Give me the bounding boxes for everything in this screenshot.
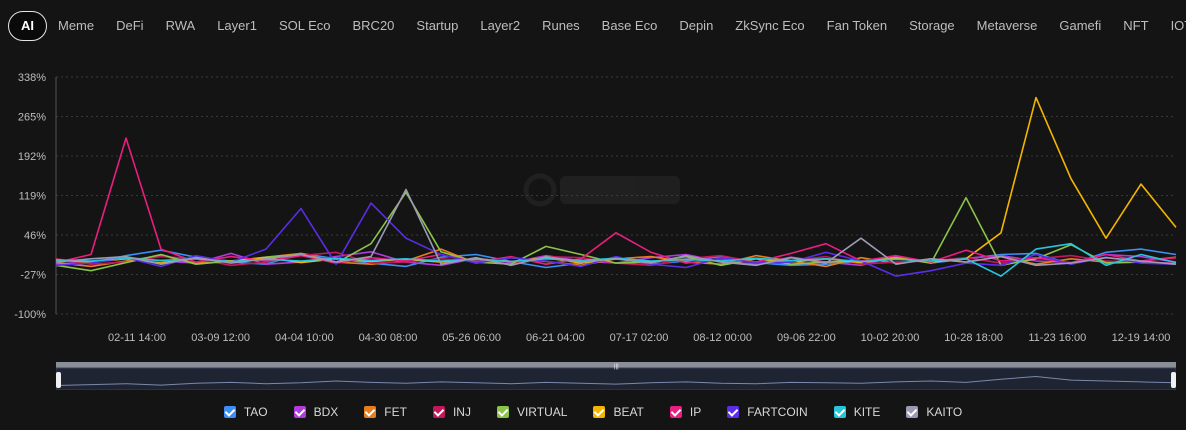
- checkbox-icon[interactable]: [669, 406, 682, 418]
- category-tabs: AI Meme DeFi RWA Layer1 SOL Eco BRC20 Startup La…: [0, 10, 1186, 42]
- tab-zksync-eco[interactable]: ZkSync Eco: [735, 18, 805, 33]
- checkbox-icon[interactable]: [496, 406, 509, 418]
- tab-fan-token[interactable]: Fan Token: [826, 18, 888, 33]
- y-tick-label: 265%: [18, 112, 46, 124]
- slider-handle-right[interactable]: [1171, 372, 1176, 388]
- legend-label: VIRTUAL: [516, 405, 568, 419]
- y-tick-label: 192%: [18, 151, 46, 163]
- watermark-logo: [523, 173, 680, 207]
- legend-item-tao[interactable]: TAO: [223, 405, 268, 419]
- legend-label: KITE: [853, 405, 881, 419]
- legend-item-kaito[interactable]: KAITO: [906, 405, 962, 419]
- y-tick-label: 46%: [24, 230, 46, 242]
- legend-item-kite[interactable]: KITE: [833, 405, 881, 419]
- slider-track: [56, 362, 1176, 368]
- legend-item-virtual[interactable]: VIRTUAL: [496, 405, 568, 419]
- x-tick-label: 03-09 12:00: [191, 332, 250, 344]
- series-lines: [55, 96, 1177, 277]
- y-tick-label: -100%: [14, 309, 46, 321]
- legend-item-inj[interactable]: INJ: [432, 405, 471, 419]
- tab-metaverse[interactable]: Metaverse: [976, 18, 1038, 33]
- x-tick-label: 09-06 22:00: [777, 332, 836, 344]
- legend-label: FET: [384, 405, 407, 419]
- legend-label: BDX: [313, 405, 339, 419]
- legend-item-fet[interactable]: FET: [364, 405, 407, 419]
- x-tick-label: 02-11 14:00: [108, 332, 166, 344]
- x-tick-label: 08-12 00:00: [693, 332, 752, 344]
- x-tick-label: 10-02 20:00: [861, 332, 920, 344]
- x-tick-label: 10-28 18:00: [944, 332, 1003, 344]
- tab-gamefi[interactable]: Gamefi: [1059, 18, 1102, 33]
- slider-window: [56, 367, 1176, 390]
- checkbox-icon[interactable]: [223, 406, 236, 418]
- slider-grip-icon[interactable]: |||: [614, 364, 619, 370]
- tab-ai[interactable]: AI: [8, 11, 47, 41]
- tab-runes[interactable]: Runes: [542, 18, 580, 33]
- tab-sol-eco[interactable]: SOL Eco: [278, 18, 331, 33]
- legend-label: INJ: [452, 405, 471, 419]
- x-tick-label: 05-26 06:00: [442, 332, 501, 344]
- tab-layer1[interactable]: Layer1: [217, 18, 257, 33]
- slider-overview-line: [56, 375, 1176, 386]
- x-tick-label: 04-30 08:00: [359, 332, 418, 344]
- checkbox-icon[interactable]: [593, 406, 606, 418]
- tab-meme[interactable]: Meme: [58, 18, 95, 33]
- x-tick-label: 06-21 04:00: [526, 332, 585, 344]
- legend-item-fartcoin[interactable]: FARTCOIN: [727, 405, 808, 419]
- y-axis: 338% 265% 192% 119% 46% -27% -100%: [14, 72, 57, 321]
- tab-nft[interactable]: NFT: [1123, 18, 1149, 33]
- range-slider[interactable]: |||: [56, 362, 1176, 390]
- tab-storage[interactable]: Storage: [909, 18, 955, 33]
- legend-label: TAO: [243, 405, 268, 419]
- series-line-kaito: [55, 188, 1177, 267]
- line-chart: 338% 265% 192% 119% 46% -27% -100% 02-11 14:00…: [14, 72, 1177, 344]
- grid-lines: [56, 76, 1176, 315]
- x-tick-label: 12-19 14:00: [1112, 332, 1171, 344]
- y-tick-label: -27%: [20, 270, 46, 282]
- legend-item-beat[interactable]: BEAT: [593, 405, 644, 419]
- tab-layer2[interactable]: Layer2: [480, 18, 521, 33]
- checkbox-icon[interactable]: [906, 406, 919, 418]
- y-tick-label: 119%: [19, 191, 47, 203]
- x-tick-label: 07-17 02:00: [610, 332, 669, 344]
- checkbox-icon[interactable]: [364, 406, 377, 418]
- y-tick-label: 338%: [18, 72, 46, 84]
- x-tick-label: 11-23 16:00: [1028, 332, 1086, 344]
- tab-base-eco[interactable]: Base Eco: [601, 18, 658, 33]
- legend-label: BEAT: [613, 405, 644, 419]
- series-line-fartcoin: [55, 202, 1177, 277]
- checkbox-icon[interactable]: [727, 406, 740, 418]
- legend-label: IP: [689, 405, 702, 419]
- tab-brc20[interactable]: BRC20: [352, 18, 395, 33]
- checkbox-icon[interactable]: [432, 406, 445, 418]
- legend-item-ip[interactable]: IP: [669, 405, 702, 419]
- tab-rwa[interactable]: RWA: [165, 18, 196, 33]
- tab-iot[interactable]: IOT: [1170, 18, 1186, 33]
- tab-depin[interactable]: Depin: [679, 18, 714, 33]
- legend-label: FARTCOIN: [747, 405, 808, 419]
- legend-item-bdx[interactable]: BDX: [293, 405, 339, 419]
- chart-legend: TAO BDX FET INJ VIRTUAL BEAT IP FARTCOIN KITE KAI…: [0, 402, 1186, 422]
- x-tick-label: 04-04 10:00: [275, 332, 334, 344]
- x-axis: 02-11 14:00 03-09 12:00 04-04 10:00 04-30 0…: [108, 332, 1170, 344]
- checkbox-icon[interactable]: [293, 406, 306, 418]
- tab-startup[interactable]: Startup: [416, 18, 459, 33]
- tab-defi[interactable]: DeFi: [116, 18, 144, 33]
- legend-label: KAITO: [926, 405, 963, 419]
- slider-handle-left[interactable]: [56, 372, 61, 388]
- checkbox-icon[interactable]: [833, 406, 846, 418]
